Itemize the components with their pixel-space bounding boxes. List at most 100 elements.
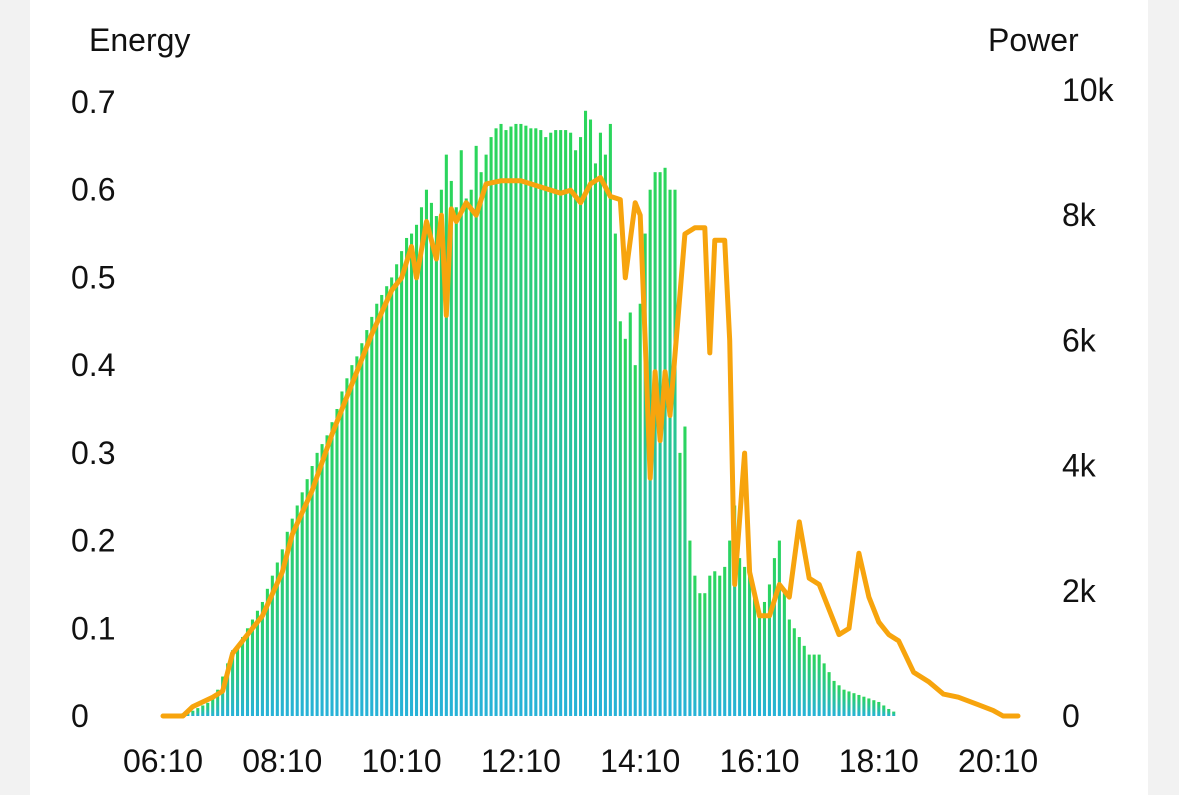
energy-bar [400, 251, 404, 717]
energy-bar [842, 689, 846, 716]
energy-bar [300, 492, 304, 716]
energy-bar [519, 123, 523, 717]
energy-bar [221, 676, 225, 716]
energy-bar [270, 575, 274, 716]
energy-bar [623, 338, 627, 716]
energy-bar [410, 233, 414, 716]
energy-bar [593, 163, 598, 716]
energy-bar [797, 637, 801, 716]
energy-bar [688, 540, 692, 716]
energy-bar [345, 378, 349, 716]
energy-bar [211, 698, 215, 716]
energy-bar [240, 637, 245, 716]
energy-bar [245, 628, 250, 716]
energy-bar [290, 518, 294, 716]
energy-bar [628, 312, 632, 716]
energy-bar [832, 680, 836, 716]
energy-bar [479, 172, 483, 717]
energy-bar [579, 137, 583, 717]
right-tick-label: 2k [1062, 573, 1097, 609]
energy-bar [405, 237, 409, 716]
energy-bar [494, 128, 498, 716]
energy-bar [355, 356, 359, 716]
energy-bar [449, 180, 453, 716]
x-tick-label: 08:10 [242, 743, 322, 779]
energy-bar [847, 691, 851, 716]
energy-bar [728, 540, 732, 716]
energy-bar [867, 698, 871, 716]
energy-bar [733, 505, 737, 716]
right-tick-label: 8k [1062, 197, 1097, 233]
left-tick-label: 0.6 [71, 172, 115, 208]
energy-bar [857, 694, 861, 716]
left-tick-label: 0.4 [71, 347, 115, 383]
energy-bar [683, 426, 687, 716]
energy-bar [529, 128, 533, 716]
energy-bar [852, 693, 856, 716]
energy-bar [608, 123, 612, 717]
energy-bar [325, 435, 329, 716]
energy-bar [638, 303, 642, 716]
energy-bar [618, 321, 622, 716]
energy-bar [191, 710, 195, 716]
right-axis-title: Power [988, 22, 1079, 58]
energy-bar [603, 154, 607, 716]
left-tick-label: 0.1 [71, 610, 115, 646]
x-tick-label: 10:10 [362, 743, 442, 779]
energy-bar [464, 198, 468, 717]
energy-bar [524, 125, 528, 717]
x-tick-label: 20:10 [958, 743, 1038, 779]
energy-bar [419, 207, 424, 716]
left-tick-label: 0.5 [71, 259, 115, 295]
energy-bar [678, 452, 682, 716]
energy-bar [489, 137, 493, 717]
energy-bar [633, 365, 637, 716]
energy-bar [613, 233, 617, 716]
energy-bar [673, 189, 677, 716]
x-tick-label: 16:10 [719, 743, 799, 779]
energy-bar [827, 672, 831, 716]
x-tick-label: 06:10 [123, 743, 203, 779]
energy-bar [569, 132, 573, 716]
energy-bar [653, 172, 657, 717]
energy-bar [862, 696, 866, 716]
energy-bar [564, 130, 568, 716]
energy-bar [598, 132, 602, 716]
energy-bar [872, 700, 876, 716]
energy-bar [429, 202, 433, 716]
energy-bar [280, 549, 284, 716]
energy-bar [514, 123, 518, 717]
energy-bar [882, 705, 886, 716]
energy-bar [454, 207, 458, 716]
energy-bar [201, 705, 205, 716]
energy-bar [703, 593, 707, 716]
energy-bar [285, 531, 289, 716]
energy-bar [539, 130, 543, 716]
energy-bar [484, 154, 488, 716]
right-tick-label: 10k [1062, 72, 1115, 108]
left-tick-label: 0.2 [71, 523, 115, 559]
energy-bar [350, 365, 354, 716]
energy-bar [260, 601, 264, 716]
energy-bar [504, 130, 508, 716]
energy-bar [250, 619, 255, 716]
energy-bar [236, 645, 240, 716]
energy-bar [424, 189, 428, 716]
energy-bar [753, 593, 757, 716]
energy-bar [444, 154, 448, 716]
energy-bar [340, 391, 344, 716]
energy-bar [668, 189, 672, 716]
energy-bar [807, 654, 811, 716]
energy-bar [802, 645, 806, 716]
energy-bar [762, 601, 767, 716]
energy-bar [743, 566, 747, 716]
energy-bar [892, 711, 896, 716]
energy-bar [196, 708, 200, 716]
left-tick-label: 0.3 [71, 435, 115, 471]
energy-bar [414, 224, 419, 717]
energy-bar [375, 303, 379, 716]
energy-bar [708, 575, 712, 716]
energy-bar [360, 343, 364, 716]
energy-bar [663, 167, 667, 717]
